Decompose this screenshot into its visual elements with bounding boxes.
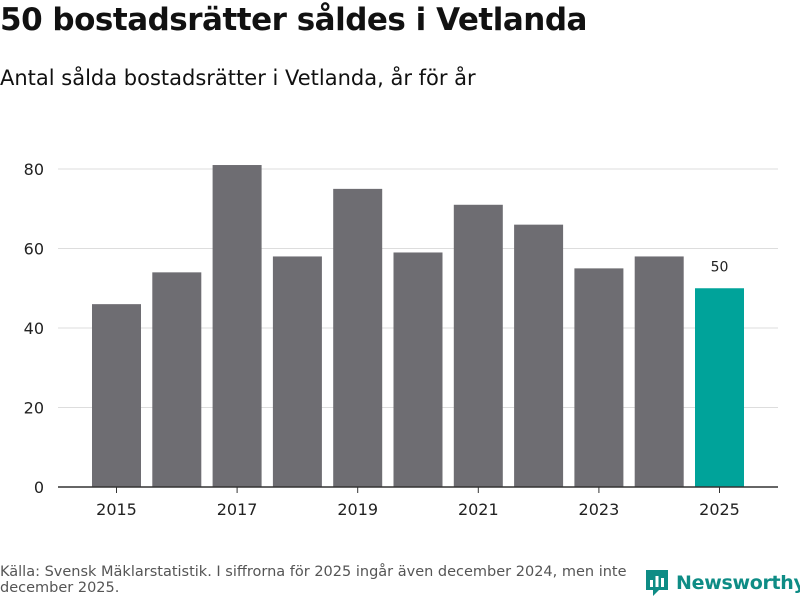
y-tick-label: 60 (24, 240, 44, 259)
x-tick-label: 2015 (96, 500, 137, 519)
x-tick-label: 2021 (458, 500, 499, 519)
bars (92, 165, 744, 487)
chart-title: 50 bostadsrätter såldes i Vetlanda (0, 2, 587, 38)
newsworthy-logo-text: Newsworthy (676, 572, 800, 594)
x-tick-label: 2017 (217, 500, 258, 519)
chart-subtitle: Antal sålda bostadsrätter i Vetlanda, år… (0, 66, 476, 90)
bar-2017 (212, 165, 262, 487)
x-tick-label: 2025 (699, 500, 740, 519)
x-tick-label: 2023 (579, 500, 620, 519)
bar-2019 (333, 188, 383, 487)
bar-2024 (634, 256, 684, 487)
data-label: 50 (711, 259, 729, 275)
bar-2023 (574, 268, 624, 487)
y-tick-label: 80 (24, 160, 44, 179)
bar-2018 (272, 256, 322, 487)
x-tick-label: 2019 (337, 500, 378, 519)
bar-2025 (695, 288, 744, 487)
bar-2020 (393, 252, 443, 487)
newsworthy-logo-icon (646, 570, 668, 596)
newsworthy-logo: Newsworthy (644, 568, 800, 598)
y-tick-label: 0 (34, 478, 44, 497)
y-tick-label: 20 (24, 399, 44, 418)
x-axis: 2015 2017 2019 2021 2023 2025 (58, 486, 778, 519)
bar-2015 (92, 304, 141, 487)
y-tick-label: 40 (24, 319, 44, 338)
bar-2021 (453, 204, 503, 487)
data-labels: 50 (711, 259, 729, 275)
bar-chart: 0 20 40 60 80 50 2015 2017 2019 2021 2023 2025 (24, 160, 778, 519)
bar-2016 (152, 272, 202, 487)
y-axis-ticks: 0 20 40 60 80 (24, 160, 44, 497)
source-note: Källa: Svensk Mäklarstatistik. I siffror… (0, 564, 627, 596)
bar-2022 (514, 224, 564, 487)
